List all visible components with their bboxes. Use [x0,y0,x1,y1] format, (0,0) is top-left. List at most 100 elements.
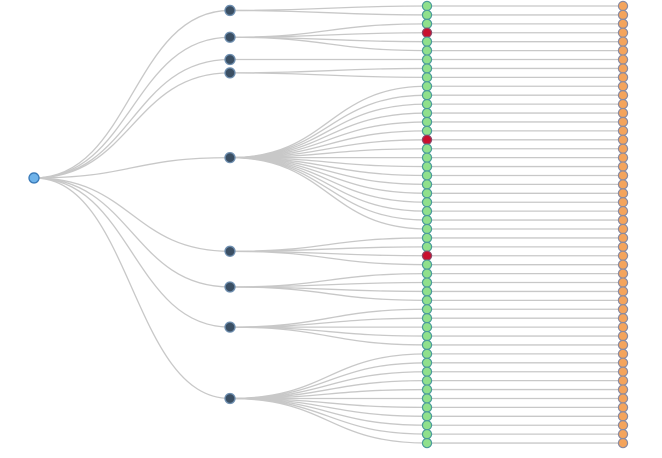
group-link [229,5,428,12]
leaf-node [421,437,433,449]
leaf-node [421,170,433,181]
end-node [617,286,629,297]
leaf-node [421,143,433,154]
end-node [617,89,629,101]
group-node [224,67,236,79]
end-node [617,393,629,404]
root-link [33,156,231,179]
highlighted-leaf-node [421,27,433,38]
leaf-node [421,205,433,217]
leaf-node [421,295,433,306]
leaf-node [421,384,433,395]
end-node [617,179,629,190]
end-node [617,357,629,368]
root-node [28,172,40,184]
end-node [617,125,629,137]
group-link [229,32,428,38]
leaf-node [421,313,433,324]
end-node [617,295,629,306]
leaf-node [421,63,433,74]
group-link [229,156,428,203]
leaf-node [421,411,433,422]
group-link [229,112,428,159]
end-node [617,0,629,12]
leaf-node [421,366,433,377]
end-node [617,223,629,235]
root-link [33,36,231,179]
end-node [617,152,629,163]
leaf-node [421,304,433,315]
group-link [229,72,428,79]
leaf-node [421,268,433,279]
group-node [224,392,236,405]
end-node [617,107,629,119]
leaf-node [421,214,433,226]
leaf-node [421,125,433,137]
end-node [617,161,629,172]
leaf-node [421,223,433,235]
leaf-node [421,188,433,199]
leaf-node [421,259,433,270]
leaf-node [421,98,433,110]
end-node [617,170,629,181]
group-link [229,156,428,230]
leaf-node [421,197,433,208]
leaf-node [421,420,433,431]
leaf-node [421,72,433,83]
root-link [33,177,231,252]
root-link [33,72,231,179]
group-link [229,67,428,74]
group-node [224,281,236,293]
nodes [28,0,629,449]
group-link [229,353,428,400]
end-node [617,411,629,422]
end-node [617,63,629,74]
leaf-node [421,232,433,244]
end-node [617,72,629,83]
end-node [617,420,629,431]
leaf-node [421,321,433,333]
end-node [617,45,629,56]
end-node [617,313,629,324]
end-node [617,304,629,315]
group-link [229,36,428,52]
leaf-node [421,81,433,92]
links [33,5,623,444]
root-link [33,177,231,400]
leaf-node [421,54,433,65]
leaf-node [421,402,433,413]
end-node [617,27,629,38]
end-node [617,134,629,145]
leaf-node [421,89,433,101]
end-node [617,214,629,226]
highlighted-leaf-node [421,250,433,261]
end-node [617,197,629,208]
leaf-node [421,330,433,342]
end-node [617,98,629,110]
group-link [229,317,428,328]
leaf-node [421,393,433,404]
leaf-node [421,428,433,440]
group-node [224,31,236,43]
end-node [617,143,629,154]
leaf-node [421,0,433,12]
group-node [224,53,236,66]
leaf-node [421,375,433,386]
group-link [229,246,428,252]
leaf-node [421,179,433,190]
end-node [617,241,629,253]
group-link [229,286,428,302]
end-node [617,81,629,92]
leaf-node [421,339,433,351]
end-node [617,18,629,30]
end-node [617,375,629,386]
leaf-node [421,277,433,288]
root-link [33,177,231,288]
group-link [229,250,428,266]
leaf-node [421,357,433,368]
leaf-node [421,286,433,297]
end-node [617,428,629,440]
end-node [617,366,629,377]
